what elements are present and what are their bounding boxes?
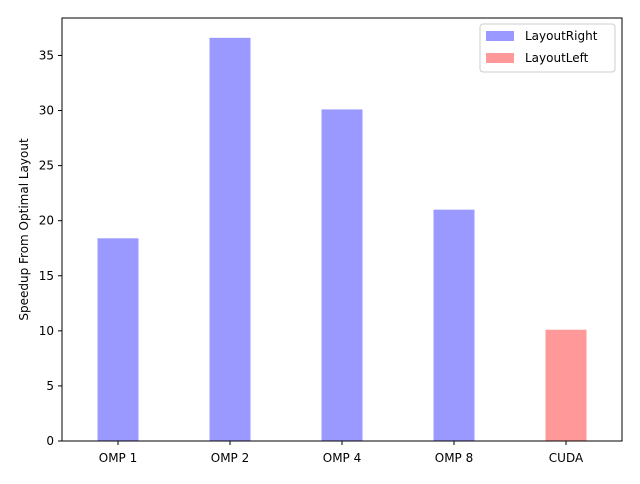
y-tick-label: 20 [39,214,54,228]
bar-omp-2-layoutright [209,37,251,441]
x-tick-label-omp-1: OMP 1 [99,451,137,465]
plot-frame [61,17,623,442]
x-axis: OMP 1 OMP 2 OMP 4 OMP 8 CUDA [99,441,584,465]
bar-cuda-layoutleft [545,329,587,441]
legend-swatch-layoutleft [486,53,514,63]
y-tick-label: 15 [39,269,54,283]
x-tick-label-omp-2: OMP 2 [211,451,249,465]
x-tick-label-omp-8: OMP 8 [435,451,473,465]
legend: LayoutRight LayoutLeft [479,23,616,73]
y-axis: 0 5 10 15 20 25 30 35 [39,48,62,448]
bar-omp-4-layoutright [321,109,363,442]
y-tick-label: 35 [39,48,54,62]
y-tick-label: 25 [39,159,54,173]
legend-swatch-layoutright [486,31,514,41]
y-axis-label: Speedup From Optimal Layout [17,138,31,321]
y-tick-label: 0 [46,434,54,448]
bar-omp-8-layoutright [433,209,475,441]
x-tick-label-cuda: CUDA [549,451,584,465]
bars-layer [97,37,587,442]
y-tick-label: 5 [46,379,54,393]
x-tick-label-omp-4: OMP 4 [323,451,361,465]
legend-label-layoutleft: LayoutLeft [525,51,589,65]
legend-label-layoutright: LayoutRight [525,29,598,43]
y-tick-label: 30 [39,104,54,118]
bar-omp-1-layoutright [97,238,139,441]
y-tick-label: 10 [39,324,54,338]
